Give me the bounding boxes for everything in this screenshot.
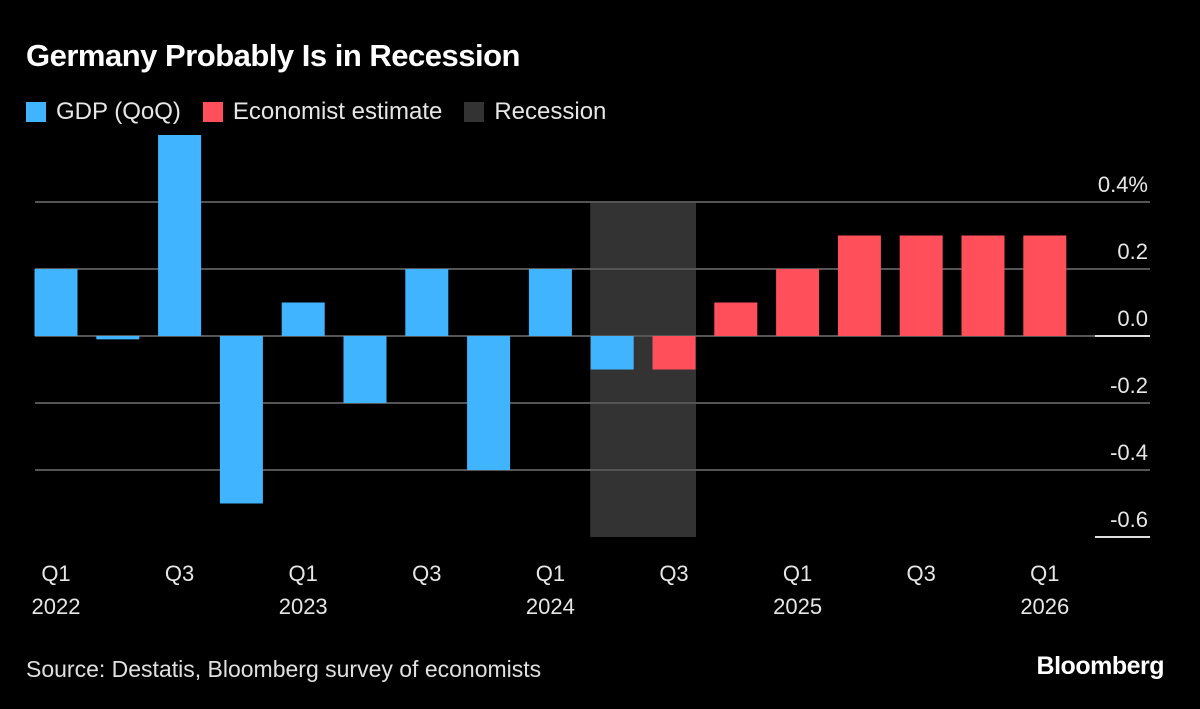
y-tick-label: 0.0 bbox=[1117, 306, 1148, 331]
legend-swatch bbox=[26, 102, 46, 122]
x-tick-quarter: Q3 bbox=[412, 561, 441, 586]
bar-q2-2022 bbox=[96, 336, 140, 340]
bar-q3-2024 bbox=[652, 336, 696, 370]
x-tick-quarter: Q1 bbox=[536, 561, 565, 586]
legend: GDP (QoQ) Economist estimate Recession bbox=[26, 98, 606, 126]
x-tick-quarter: Q1 bbox=[289, 561, 318, 586]
bar-q1-2025 bbox=[776, 269, 820, 336]
legend-label: GDP (QoQ) bbox=[56, 98, 181, 125]
bar-q3-2022 bbox=[158, 135, 202, 336]
x-tick-quarter: Q1 bbox=[1030, 561, 1059, 586]
legend-label: Economist estimate bbox=[232, 98, 443, 125]
x-tick-quarter: Q1 bbox=[41, 561, 70, 586]
x-tick-quarter: Q1 bbox=[783, 561, 812, 586]
bar-q2-2023 bbox=[343, 336, 387, 403]
source-note: Source: Destatis, Bloomberg survey of ec… bbox=[26, 656, 542, 682]
bar-q4-2023 bbox=[467, 336, 511, 470]
y-tick-label: -0.4 bbox=[1110, 440, 1148, 465]
bar-q1-2024 bbox=[528, 269, 572, 336]
y-tick-label: 0.2 bbox=[1117, 239, 1148, 264]
x-tick-year: 2023 bbox=[279, 594, 328, 619]
legend-item-gdp: GDP (QoQ) bbox=[26, 98, 181, 126]
bar-q2-2025 bbox=[837, 235, 881, 336]
legend-swatch bbox=[464, 102, 485, 122]
x-tick-year: 2024 bbox=[526, 594, 575, 619]
legend-label: Recession bbox=[494, 98, 607, 125]
y-tick-label: -0.2 bbox=[1110, 373, 1148, 398]
bar-q3-2023 bbox=[405, 269, 449, 336]
legend-item-recession: Recession bbox=[464, 98, 606, 126]
bar-q2-2024 bbox=[590, 336, 634, 370]
y-tick-label: -0.6 bbox=[1110, 507, 1148, 532]
bar-q4-2024 bbox=[714, 302, 758, 336]
x-tick-quarter: Q3 bbox=[165, 561, 194, 586]
bar-q1-2026 bbox=[1023, 235, 1067, 336]
legend-swatch bbox=[202, 102, 223, 122]
x-tick-quarter: Q3 bbox=[659, 561, 688, 586]
bloomberg-logo: Bloomberg bbox=[1036, 652, 1165, 680]
x-tick-year: 2022 bbox=[32, 594, 81, 619]
bar-q4-2022 bbox=[219, 336, 263, 504]
y-tick-label: 0.4% bbox=[1098, 172, 1148, 197]
legend-item-estimate: Economist estimate bbox=[202, 98, 443, 126]
x-tick-quarter: Q3 bbox=[907, 561, 936, 586]
bar-q4-2025 bbox=[961, 235, 1005, 336]
chart-title: Germany Probably Is in Recession bbox=[26, 38, 520, 73]
bar-q1-2023 bbox=[281, 302, 325, 336]
bar-q1-2022 bbox=[34, 269, 78, 336]
x-tick-year: 2025 bbox=[773, 594, 822, 619]
bar-q3-2025 bbox=[899, 235, 943, 336]
x-tick-year: 2026 bbox=[1020, 594, 1069, 619]
